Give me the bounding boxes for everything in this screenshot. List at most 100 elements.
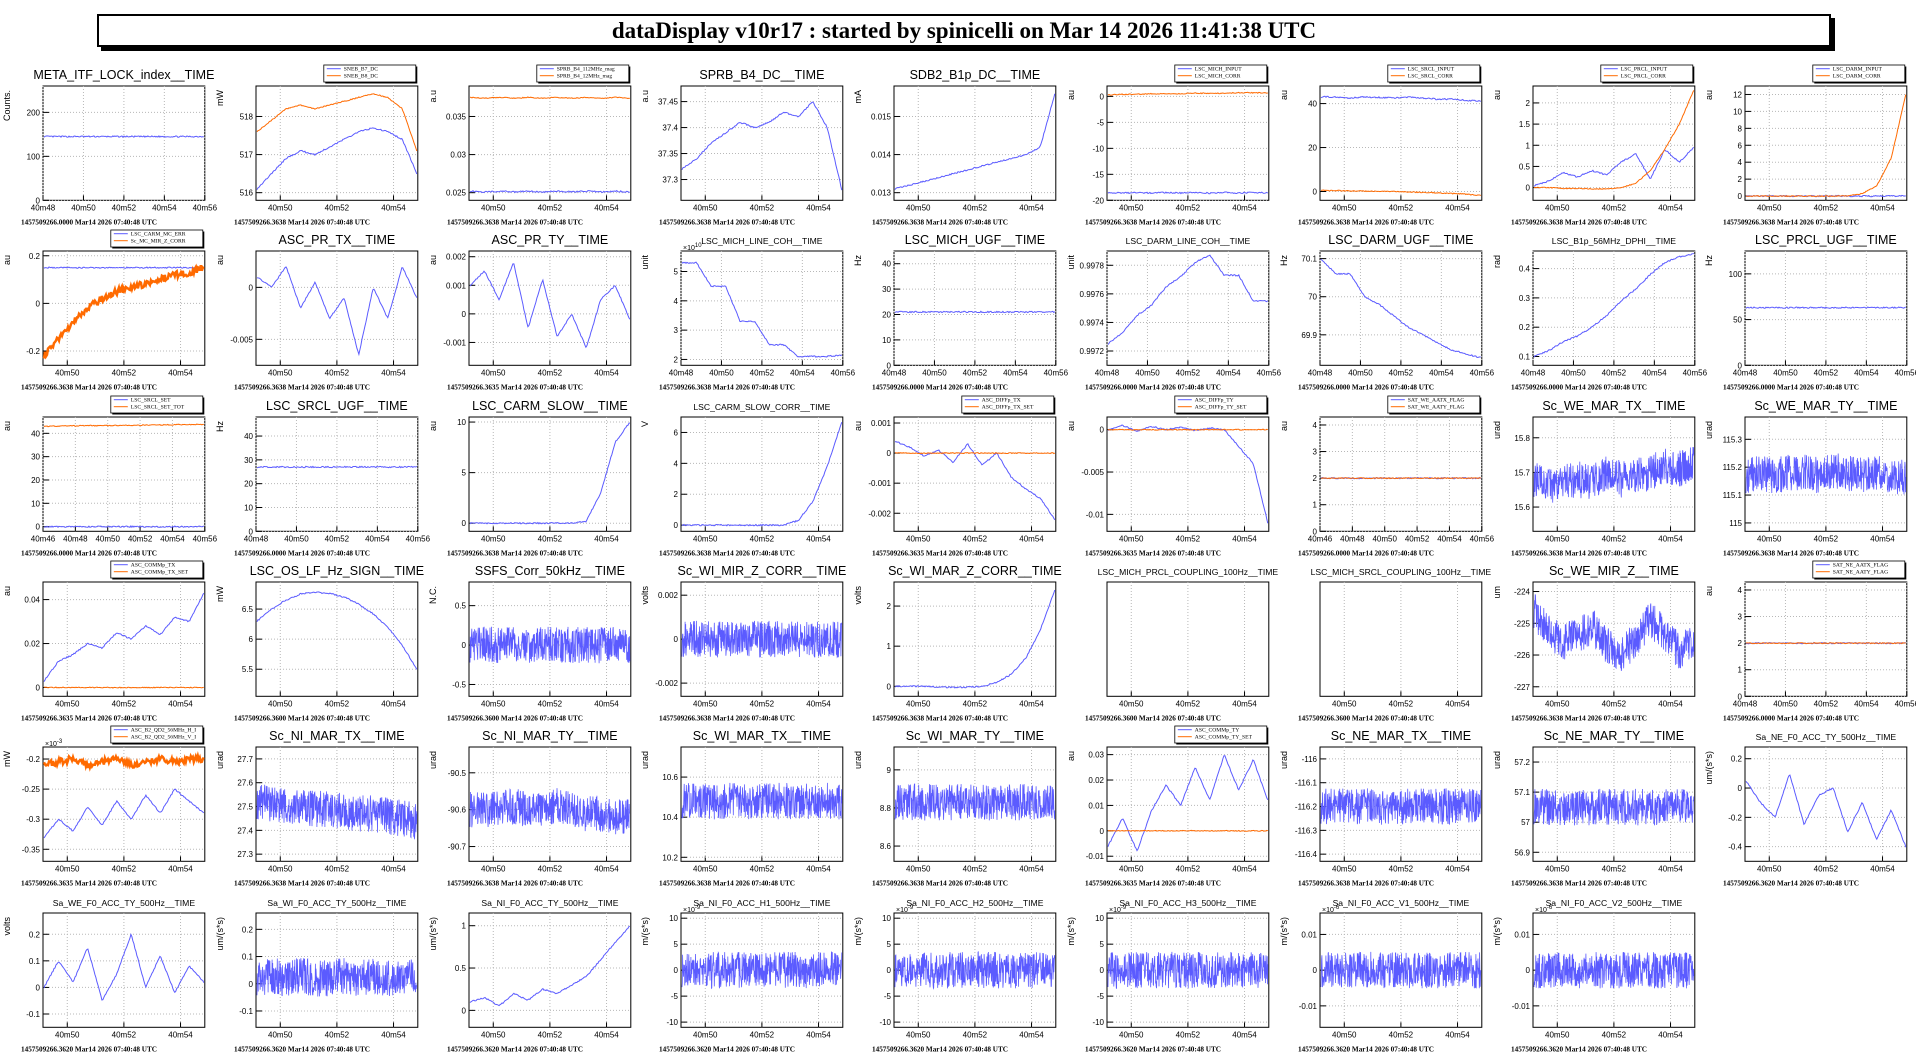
plot-frame (1319, 416, 1483, 532)
legend-label: ASC_DIFFp_TY (1195, 397, 1234, 403)
x-tick-label: 40m54 (594, 864, 619, 873)
series-line (681, 783, 843, 820)
y-tick-label: 70.1 (1301, 255, 1317, 264)
x-tick-label: 40m52 (963, 864, 988, 873)
y-tick-label: 0.01 (1301, 930, 1317, 939)
y-tick-label: 15.7 (1514, 468, 1530, 477)
series-line (1533, 789, 1694, 826)
axis-exponent: ×10-6 (1322, 905, 1340, 914)
chart-panel: au 40m50 40m52 40m54 0 -5 -10 -15 -20 LSC_MICH_IN… (1066, 64, 1270, 226)
x-tick-label: 40m52 (112, 1030, 137, 1039)
y-tick-label: 5.5 (242, 665, 254, 674)
chart-title: LSC_MICH_UGF__TIME (905, 233, 1045, 247)
y-tick-label: 0.1 (242, 952, 254, 961)
x-tick-label: 40m48 (1520, 369, 1545, 378)
y-tick-label: 0.035 (446, 112, 467, 121)
y-tick-label: 0.9976 (1080, 290, 1105, 299)
y-tick-label: -90.7 (447, 843, 466, 852)
y-tick-label: 8.6 (880, 842, 892, 851)
x-tick-label: 40m50 (1119, 534, 1144, 543)
x-tick-label: 40m52 (750, 699, 775, 708)
y-tick-label: 100 (1729, 270, 1743, 279)
x-tick-label: 40m54 (168, 1030, 193, 1039)
y-axis-label: Hz (215, 420, 225, 431)
x-tick-label: 40m54 (1445, 699, 1470, 708)
chart-footer-timestamp: 1457509266.3638 Mar14 2026 07:40:48 UTC (659, 714, 795, 722)
y-tick-label: -0.01 (1086, 852, 1105, 861)
y-axis-label: Hz (1279, 255, 1289, 266)
chart-title: LSC_OS_LF_Hz_SIGN__TIME (250, 564, 424, 578)
series-line (895, 589, 1056, 689)
chart-panel: Sa_NE_F0_ACC_TY_500Hz__TIME um/(s*s) 40m50… (1704, 732, 1908, 887)
y-tick-label: 0 (36, 683, 41, 692)
y-tick-label: 20 (1308, 144, 1317, 153)
y-axis-label: urad (640, 751, 650, 769)
y-tick-label: 37.3 (663, 176, 679, 185)
y-tick-label: 5 (461, 468, 466, 477)
y-tick-label: 40 (244, 432, 253, 441)
chart-panel: au 40m50 40m52 40m54 0 20 40 LSC_SRCL_INPUTLSC_… (1279, 64, 1483, 226)
x-tick-label: 40m52 (1601, 864, 1626, 873)
chart-footer-timestamp: 1457509266.0000 Mar14 2026 07:40:48 UTC (21, 549, 157, 557)
series-line (682, 421, 843, 527)
y-tick-label: 10 (31, 499, 40, 508)
y-tick-label: 4 (1312, 421, 1317, 430)
x-tick-label: 40m54 (1855, 369, 1880, 378)
chart-panel: au 40m50 40m52 40m54 -0.002 -0.001 0 0.001 ASC_D… (853, 395, 1057, 557)
chart-panel: Sa_WI_F0_ACC_TY_500Hz__TIME um/(s*s) 40m50… (215, 898, 419, 1053)
x-tick-label: 40m54 (1232, 203, 1257, 212)
x-tick-label: 40m50 (1119, 864, 1144, 873)
x-tick-label: 40m54 (1232, 699, 1257, 708)
exponent-power: -9 (695, 905, 701, 911)
x-tick-label: 40m50 (268, 369, 293, 378)
chart-footer-timestamp: 1457509266.0000 Mar14 2026 07:40:48 UTC (1085, 384, 1221, 392)
y-tick-label: 8 (1738, 124, 1743, 133)
x-tick-label: 40m54 (1232, 1030, 1257, 1039)
chart-footer-timestamp: 1457509266.3638 Mar14 2026 07:40:48 UTC (1723, 549, 1859, 557)
y-axis-label: Counts. (2, 90, 12, 121)
series-line (256, 127, 418, 190)
y-axis-label: au (2, 255, 12, 265)
x-tick-label: 40m54 (1658, 1030, 1683, 1039)
chart-panel: LSC_MICH_SRCL_COUPLING_100Hz__TIME 40m50 4… (1298, 567, 1491, 722)
legend-box (110, 560, 204, 579)
chart-footer-timestamp: 1457509266.3635 Mar14 2026 07:40:48 UTC (21, 879, 157, 887)
x-tick-label: 40m54 (807, 1030, 832, 1039)
chart-footer-timestamp: 1457509266.3635 Mar14 2026 07:40:48 UTC (447, 384, 583, 392)
x-tick-label: 40m54 (1232, 864, 1257, 873)
x-tick-label: 40m54 (807, 864, 832, 873)
exponent-base: ×10 (1109, 907, 1121, 914)
x-tick-label: 40m56 (1895, 699, 1916, 708)
chart-title: LSC_PRCL_UGF__TIME (1755, 233, 1897, 247)
x-tick-label: 40m50 (1561, 369, 1586, 378)
y-axis-label: Hz (853, 255, 863, 266)
series-line (1320, 476, 1481, 479)
y-axis-label: m/(s*s) (1066, 917, 1076, 946)
legend-label: LSC_PRCL_INPUT (1620, 67, 1667, 73)
y-tick-label: 0.01 (1088, 802, 1104, 811)
series-line (1745, 453, 1907, 494)
y-tick-label: 56.9 (1514, 848, 1530, 857)
y-tick-label: 5 (674, 940, 679, 949)
x-tick-label: 40m50 (481, 203, 506, 212)
axis-exponent: ×10-9 (1109, 905, 1127, 914)
series-line (681, 950, 843, 989)
y-tick-label: 5 (1100, 940, 1105, 949)
chart-footer-timestamp: 1457509266.3635 Mar14 2026 07:40:48 UTC (21, 714, 157, 722)
chart-panel: Sa_NI_F0_ACC_TY_500Hz__TIME um/(s*s) 40m50… (428, 898, 631, 1053)
y-axis-label: um/(s*s) (428, 916, 438, 950)
x-tick-label: 40m54 (594, 369, 619, 378)
y-tick-label: 0 (1100, 966, 1105, 975)
y-axis-label: au (1704, 586, 1714, 596)
legend-label: SAT_NE_AATY_FLAG (1833, 569, 1888, 575)
chart-title: ASC_PR_TY__TIME (491, 233, 608, 247)
x-tick-label: 40m50 (1774, 699, 1799, 708)
series-line (1107, 830, 1268, 833)
y-tick-label: 15.6 (1514, 503, 1530, 512)
x-tick-label: 40m56 (1257, 369, 1282, 378)
legend-box (1599, 64, 1693, 83)
y-tick-label: 0.2 (1731, 755, 1743, 764)
series-line (1746, 641, 1907, 645)
